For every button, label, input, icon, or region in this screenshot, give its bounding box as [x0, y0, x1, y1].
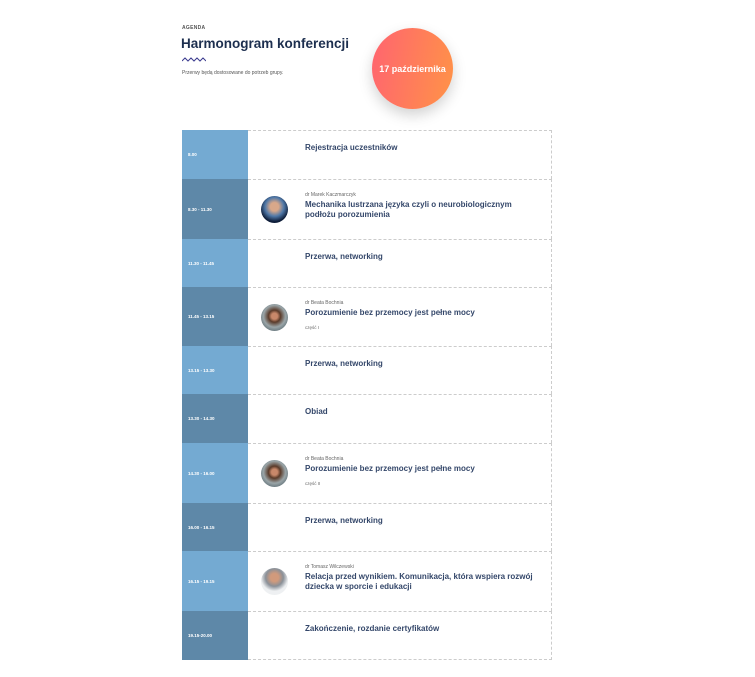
date-text: 17 października [379, 63, 446, 74]
session-title: Przerwa, networking [305, 516, 383, 525]
session-part: część I [305, 325, 320, 330]
agenda-row: 13.15 - 13.30 Przerwa, networking [182, 346, 552, 394]
time-cell: 13.15 - 13.30 [182, 346, 248, 394]
agenda-table: 8.00 Rejestracja uczestników 8.30 - 11.30… [182, 130, 552, 660]
time-cell: 11.30 - 11.45 [182, 239, 248, 287]
time-cell: 16.00 - 16.15 [182, 503, 248, 551]
eyebrow-label: AGENDA [182, 25, 206, 31]
agenda-row: 13.30 - 14.30 Obiad [182, 394, 552, 443]
session-title: Porozumienie bez przemocy jest pełne moc… [305, 464, 475, 473]
agenda-row: 14.30 - 16.00 dr Beata Bochnia Porozumieni… [182, 443, 552, 503]
time-cell: 13.30 - 14.30 [182, 394, 248, 443]
agenda-row: 8.00 Rejestracja uczestników [182, 130, 552, 179]
speaker-avatar [261, 304, 288, 331]
session-title: Przerwa, networking [305, 359, 383, 368]
time-cell: 8.30 - 11.30 [182, 179, 248, 239]
speaker-avatar [261, 196, 288, 223]
agenda-row: 11.45 - 13.15 dr Beata Bochnia Porozumieni… [182, 287, 552, 346]
subtitle: Przerwy będą dostosowane do potrzeb grup… [182, 70, 284, 76]
agenda-row: 16.00 - 16.15 Przerwa, networking [182, 503, 552, 551]
session-title: Relacja przed wynikiem. Komunikacja, któ… [305, 572, 533, 591]
speaker-name: dr Marek Kaczmarczyk [305, 192, 356, 198]
speaker-name: dr Tomasz Wilczewski [305, 564, 354, 570]
date-badge: 17 października [372, 28, 453, 109]
speaker-name: dr Beata Bochnia [305, 300, 344, 306]
speaker-avatar [261, 460, 288, 487]
session-part: część II [305, 481, 321, 486]
wave-divider-icon [182, 57, 206, 62]
session-title: Zakończenie, rozdanie certyfikatów [305, 624, 440, 633]
time-cell: 16.15 - 19.15 [182, 551, 248, 611]
agenda-row: 16.15 - 19.15 dr Tomasz Wilczewski Relacja… [182, 551, 552, 611]
time-cell: 8.00 [182, 130, 248, 179]
time-cell: 19.15-20.00 [182, 611, 248, 660]
session-title: Mechanika lustrzana języka czyli o neuro… [305, 200, 512, 219]
time-cell: 11.45 - 13.15 [182, 287, 248, 346]
session-title: Obiad [305, 407, 328, 416]
agenda-row: 19.15-20.00 Zakończenie, rozdanie certyfi… [182, 611, 552, 660]
agenda-row: 8.30 - 11.30 dr Marek Kaczmarczyk Mechanik… [182, 179, 552, 239]
session-title: Rejestracja uczestników [305, 143, 398, 152]
session-title: Przerwa, networking [305, 252, 383, 261]
agenda-row: 11.30 - 11.45 Przerwa, networking [182, 239, 552, 287]
session-title: Porozumienie bez przemocy jest pełne moc… [305, 308, 475, 317]
speaker-name: dr Beata Bochnia [305, 456, 344, 462]
time-cell: 14.30 - 16.00 [182, 443, 248, 503]
page-title: Harmonogram konferencji [181, 36, 350, 51]
speaker-avatar [261, 568, 288, 595]
